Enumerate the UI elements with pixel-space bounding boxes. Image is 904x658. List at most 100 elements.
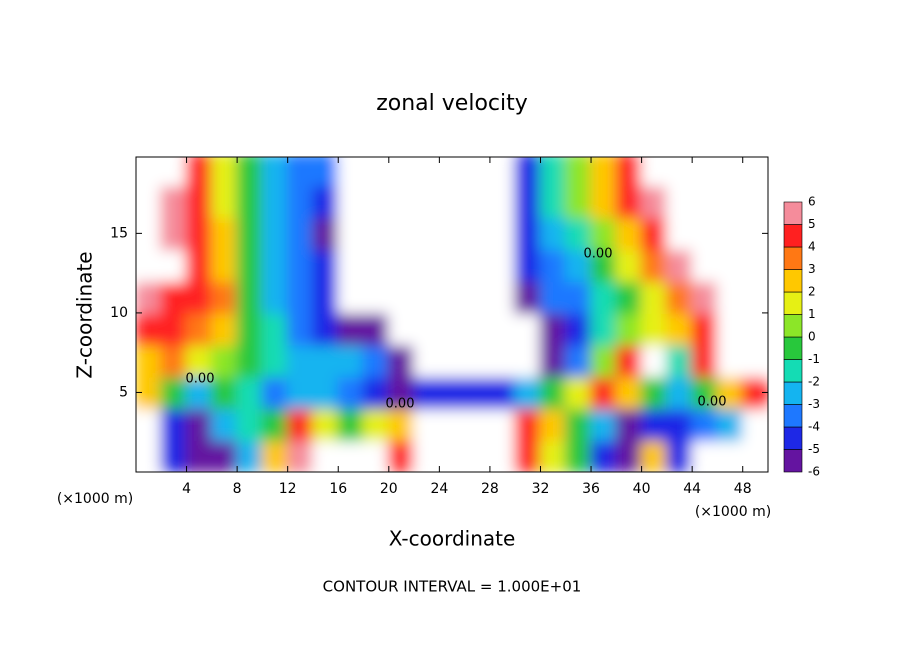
cell [640, 343, 668, 378]
colorbar-box [783, 269, 803, 293]
cell [691, 248, 719, 283]
cell [337, 216, 365, 251]
cell [640, 375, 668, 410]
cell [463, 216, 491, 251]
cell [665, 343, 694, 378]
cell [539, 280, 567, 314]
contour-label: 0.00 [186, 372, 215, 387]
cell [438, 343, 466, 378]
cell [691, 157, 719, 187]
cell [514, 216, 542, 251]
cell [640, 311, 668, 346]
cell [539, 216, 567, 251]
cell [564, 280, 593, 314]
cell [640, 248, 668, 283]
cell [514, 375, 542, 410]
cell [514, 343, 542, 378]
colorbar-box [783, 201, 803, 225]
cell [337, 157, 365, 187]
cell [691, 375, 719, 410]
cell [615, 280, 643, 314]
colorbar-label: -3 [808, 397, 820, 411]
cell [261, 439, 289, 472]
cell [514, 311, 542, 346]
cell [413, 248, 441, 283]
cell [615, 375, 643, 410]
cell [438, 280, 466, 314]
cell [413, 184, 441, 219]
colorbar-label: 2 [808, 285, 816, 299]
x-tick-label: 8 [233, 481, 242, 497]
cell [185, 280, 213, 314]
cell [236, 311, 264, 346]
cell [210, 311, 239, 346]
cell [210, 280, 239, 314]
cell [311, 407, 340, 442]
plot-frame [135, 156, 769, 473]
cell [716, 311, 744, 346]
cell [236, 375, 264, 410]
cell [488, 407, 517, 442]
cell [286, 311, 314, 346]
x-tick-label: 20 [380, 481, 398, 497]
x-tick-label: 40 [633, 481, 651, 497]
cell [236, 439, 264, 472]
cell [539, 343, 567, 378]
colorbar-label: 4 [808, 240, 816, 254]
colorbar-box [783, 291, 803, 315]
cell [185, 248, 213, 283]
cell [488, 311, 517, 346]
cell [362, 216, 390, 251]
cell [590, 157, 618, 187]
cell [590, 184, 618, 219]
cell [488, 280, 517, 314]
cell [615, 216, 643, 251]
cell [236, 248, 264, 283]
cell [564, 439, 593, 472]
x-tick-label: 48 [734, 481, 752, 497]
cell [514, 439, 542, 472]
colorbar-box [783, 224, 803, 248]
cell [387, 439, 416, 472]
cell [286, 157, 314, 187]
colorbar-label: 3 [808, 262, 816, 276]
cell [210, 375, 239, 410]
cell [665, 216, 694, 251]
cell [185, 343, 213, 378]
colorbar-label: -5 [808, 442, 820, 456]
cell [210, 157, 239, 187]
cell [286, 375, 314, 410]
cell [463, 343, 491, 378]
cell [716, 280, 744, 314]
cell [362, 439, 390, 472]
cell [210, 407, 239, 442]
cell [514, 184, 542, 219]
cell [413, 407, 441, 442]
colorbar-box [783, 336, 803, 360]
colorbar-box [783, 359, 803, 383]
field [136, 157, 768, 472]
cell [564, 184, 593, 219]
cell [514, 407, 542, 442]
cell [488, 248, 517, 283]
cell [160, 375, 188, 410]
cell [438, 311, 466, 346]
cell [362, 280, 390, 314]
x-axis-label: X-coordinate [389, 527, 516, 551]
cell [463, 157, 491, 187]
cell [615, 439, 643, 472]
cell [665, 407, 694, 442]
x-tick-label: 32 [532, 481, 550, 497]
cell [716, 184, 744, 219]
cell [337, 311, 365, 346]
cell [136, 407, 163, 442]
cell [488, 216, 517, 251]
cell [210, 216, 239, 251]
cell [387, 280, 416, 314]
colorbar-box [783, 381, 803, 405]
cell [665, 375, 694, 410]
colorbar-label: 1 [808, 307, 816, 321]
cell [564, 216, 593, 251]
footer: CONTOUR INTERVAL = 1.000E+01 [323, 578, 582, 596]
cell [514, 248, 542, 283]
